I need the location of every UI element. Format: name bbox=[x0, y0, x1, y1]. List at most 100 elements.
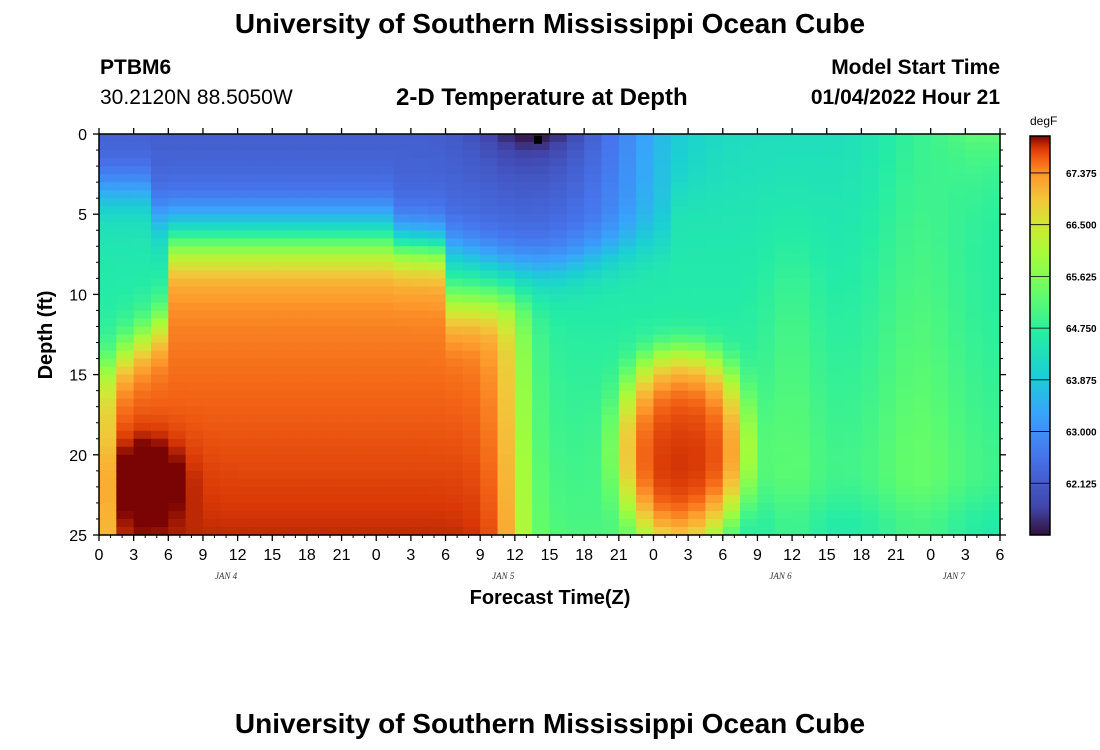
heatmap-cell bbox=[618, 478, 637, 488]
heatmap-cell bbox=[237, 470, 256, 480]
heatmap-cell bbox=[428, 206, 447, 215]
heatmap-cell bbox=[774, 318, 793, 328]
heatmap-cell bbox=[462, 366, 481, 376]
heatmap-cell bbox=[462, 462, 481, 472]
heatmap-cell bbox=[341, 494, 360, 504]
heatmap-cell bbox=[913, 262, 932, 271]
heatmap-cell bbox=[168, 526, 187, 536]
heatmap-cell bbox=[393, 406, 412, 416]
heatmap-cell bbox=[618, 182, 637, 191]
heatmap-cell bbox=[601, 374, 620, 384]
heatmap-cell bbox=[254, 462, 273, 472]
heatmap-cell bbox=[618, 422, 637, 432]
heatmap-cell bbox=[861, 294, 880, 304]
heatmap-cell bbox=[445, 462, 464, 472]
heatmap-cell bbox=[601, 142, 620, 151]
heatmap-cell bbox=[826, 494, 845, 504]
heatmap-cell bbox=[878, 342, 897, 352]
heatmap-cell bbox=[878, 230, 897, 239]
heatmap-cell bbox=[618, 278, 637, 287]
colorbar-tick-label: 63.000 bbox=[1066, 428, 1097, 439]
heatmap-cell bbox=[254, 150, 273, 159]
heatmap-cell bbox=[254, 302, 273, 312]
heatmap-cell bbox=[722, 526, 741, 536]
heatmap-cell bbox=[410, 318, 429, 328]
heatmap-cell bbox=[306, 510, 325, 520]
heatmap-cell bbox=[272, 374, 291, 384]
heatmap-cell bbox=[549, 414, 568, 424]
heatmap-cell bbox=[948, 198, 966, 207]
heatmap-cell bbox=[393, 190, 412, 199]
heatmap-cell bbox=[150, 422, 169, 432]
x-axis-label: Forecast Time(Z) bbox=[470, 587, 631, 609]
heatmap-cell bbox=[861, 454, 880, 464]
heatmap-cell bbox=[549, 502, 568, 512]
heatmap-cell bbox=[514, 294, 533, 304]
heatmap-cell bbox=[705, 134, 724, 143]
heatmap-cell bbox=[688, 262, 707, 271]
heatmap-cell bbox=[341, 406, 360, 416]
heatmap-cell bbox=[844, 390, 862, 400]
heatmap-cell bbox=[272, 230, 291, 239]
heatmap-cell bbox=[514, 190, 533, 199]
heatmap-cell bbox=[462, 342, 481, 352]
heatmap-cell bbox=[584, 414, 603, 424]
heatmap-cell bbox=[653, 230, 672, 239]
heatmap-cell bbox=[393, 358, 412, 368]
heatmap-cell bbox=[601, 398, 620, 408]
heatmap-cell bbox=[202, 518, 221, 528]
heatmap-cell bbox=[948, 222, 966, 231]
heatmap-cell bbox=[116, 142, 135, 151]
heatmap-cell bbox=[202, 422, 221, 432]
heatmap-cell bbox=[272, 246, 291, 255]
heatmap-cell bbox=[150, 454, 169, 464]
heatmap-cell bbox=[948, 230, 966, 239]
heatmap-cell bbox=[792, 390, 811, 400]
heatmap-cell bbox=[965, 206, 984, 215]
heatmap-cell bbox=[341, 446, 360, 456]
heatmap-cell bbox=[601, 270, 620, 279]
heatmap-cell bbox=[237, 318, 256, 328]
heatmap-cell bbox=[445, 254, 464, 263]
heatmap-cell bbox=[220, 382, 239, 392]
heatmap-cell bbox=[514, 270, 533, 279]
heatmap-cell bbox=[792, 350, 811, 360]
heatmap-cell bbox=[116, 158, 135, 167]
heatmap-cell bbox=[185, 358, 204, 368]
heatmap-cell bbox=[133, 222, 152, 231]
heatmap-cell bbox=[566, 462, 585, 472]
heatmap-cell bbox=[653, 246, 672, 255]
heatmap-cell bbox=[601, 214, 620, 223]
heatmap-cell bbox=[428, 222, 447, 231]
heatmap-cell bbox=[116, 350, 135, 360]
heatmap-cell bbox=[445, 318, 464, 328]
heatmap-cell bbox=[688, 510, 707, 520]
heatmap-cell bbox=[462, 478, 481, 488]
heatmap-cell bbox=[948, 454, 966, 464]
heatmap-cell bbox=[618, 166, 637, 175]
heatmap-cell bbox=[220, 486, 239, 496]
heatmap-cell bbox=[428, 446, 447, 456]
heatmap-cell bbox=[289, 470, 308, 480]
heatmap-cell bbox=[185, 134, 204, 143]
heatmap-cell bbox=[341, 518, 360, 528]
heatmap-cell bbox=[757, 286, 776, 295]
heatmap-cell bbox=[913, 430, 932, 440]
heatmap-cell bbox=[324, 422, 343, 432]
heatmap-cell bbox=[896, 206, 914, 215]
heatmap-cell bbox=[722, 278, 741, 287]
heatmap-cell bbox=[532, 486, 551, 496]
heatmap-cell bbox=[688, 334, 707, 344]
heatmap-cell bbox=[688, 350, 707, 360]
heatmap-cell bbox=[913, 182, 932, 191]
heatmap-cell bbox=[584, 470, 603, 480]
heatmap-cell bbox=[844, 142, 862, 151]
heatmap-cell bbox=[913, 334, 932, 344]
heatmap-cell bbox=[532, 406, 551, 416]
heatmap-cell bbox=[150, 310, 169, 320]
heatmap-cell bbox=[861, 502, 880, 512]
heatmap-cell bbox=[116, 174, 135, 183]
heatmap-cell bbox=[549, 238, 568, 247]
heatmap-cell bbox=[514, 494, 533, 504]
heatmap-cell bbox=[410, 222, 429, 231]
